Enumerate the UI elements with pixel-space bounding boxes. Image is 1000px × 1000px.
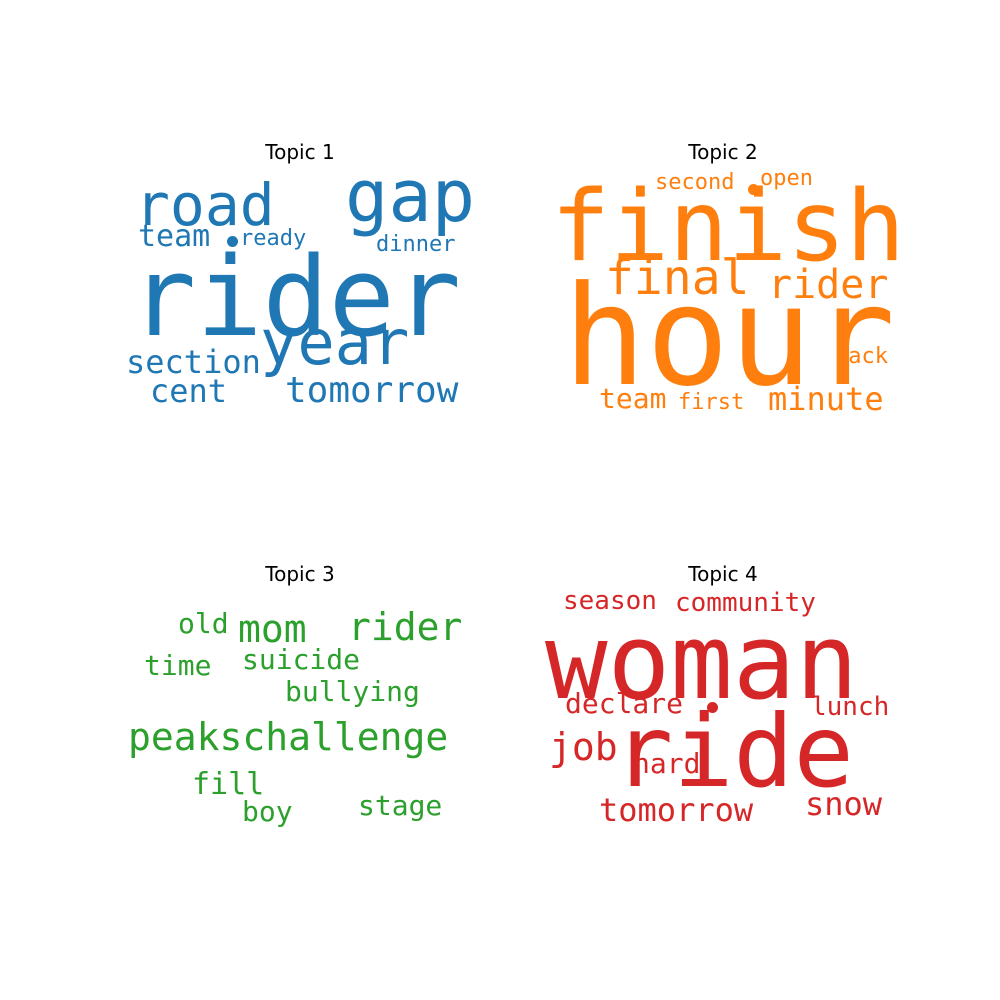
cloud-word: pack [835, 344, 888, 369]
cloud-word: rider [768, 262, 889, 308]
cloud-word: peakschallenge [128, 715, 449, 759]
cloud-word: team [138, 219, 211, 254]
topic-panel-3: Topic 3 peakschallenge mom rider suicide… [90, 420, 510, 840]
topic-title: Topic 4 [688, 562, 758, 586]
cloud-word: rider [348, 605, 463, 649]
cloud-word: tomorrow [599, 791, 754, 829]
cloud-word: woman [545, 601, 859, 723]
cloud-word: dinner [376, 232, 456, 257]
word-cloud: rider gap road year tomorrow section cen… [90, 0, 510, 420]
cloud-word: suicide [242, 643, 361, 676]
cloud-dot [227, 236, 238, 247]
cloud-word: fill [192, 767, 265, 802]
topic-title: Topic 1 [265, 140, 335, 164]
topic-panel-1: Topic 1 rider gap road year tomorrow sec… [90, 0, 510, 420]
cloud-word: team [599, 382, 667, 415]
cloud-word: cent [150, 372, 228, 410]
word-cloud: finish hour final rider minute team firs… [513, 0, 933, 420]
cloud-word: time [144, 649, 212, 682]
cloud-word: first [678, 390, 745, 415]
cloud-word: hour [563, 256, 896, 417]
cloud-dot [707, 702, 718, 713]
cloud-word: second [655, 170, 735, 195]
word-cloud: peakschallenge mom rider suicide bullyin… [90, 420, 510, 840]
cloud-word: community [675, 588, 816, 618]
word-cloud: woman ride season community declare lunc… [513, 420, 933, 840]
topic-panel-2: Topic 2 finish hour final rider minute t… [513, 0, 933, 420]
cloud-word: ride [613, 693, 854, 810]
cloud-word: gap [345, 154, 476, 238]
cloud-word: year [260, 306, 410, 379]
cloud-word: hard [633, 747, 701, 780]
cloud-word: minute [768, 380, 884, 418]
topic-title: Topic 3 [265, 562, 335, 586]
cloud-word: tomorrow [285, 370, 459, 411]
cloud-word: stage [358, 789, 443, 822]
cloud-word: season [563, 586, 657, 616]
topic-title: Topic 2 [688, 140, 758, 164]
cloud-word: bullying [285, 675, 420, 708]
cloud-word: mom [238, 607, 307, 651]
cloud-word: snow [805, 785, 883, 823]
cloud-word: declare [565, 687, 684, 720]
cloud-word: lunch [811, 692, 890, 722]
cloud-word: rider [130, 233, 462, 361]
cloud-word: final [605, 250, 750, 306]
cloud-word: boy [242, 795, 293, 828]
cloud-word: old [178, 607, 229, 640]
cloud-word: section [126, 343, 261, 381]
cloud-word: ready [240, 226, 307, 251]
cloud-word: finish [551, 170, 906, 284]
topic-panel-4: Topic 4 woman ride season community decl… [513, 420, 933, 840]
cloud-word: open [760, 166, 813, 191]
cloud-word: job [549, 725, 618, 769]
cloud-dot [748, 184, 759, 195]
cloud-word: road [135, 171, 275, 239]
